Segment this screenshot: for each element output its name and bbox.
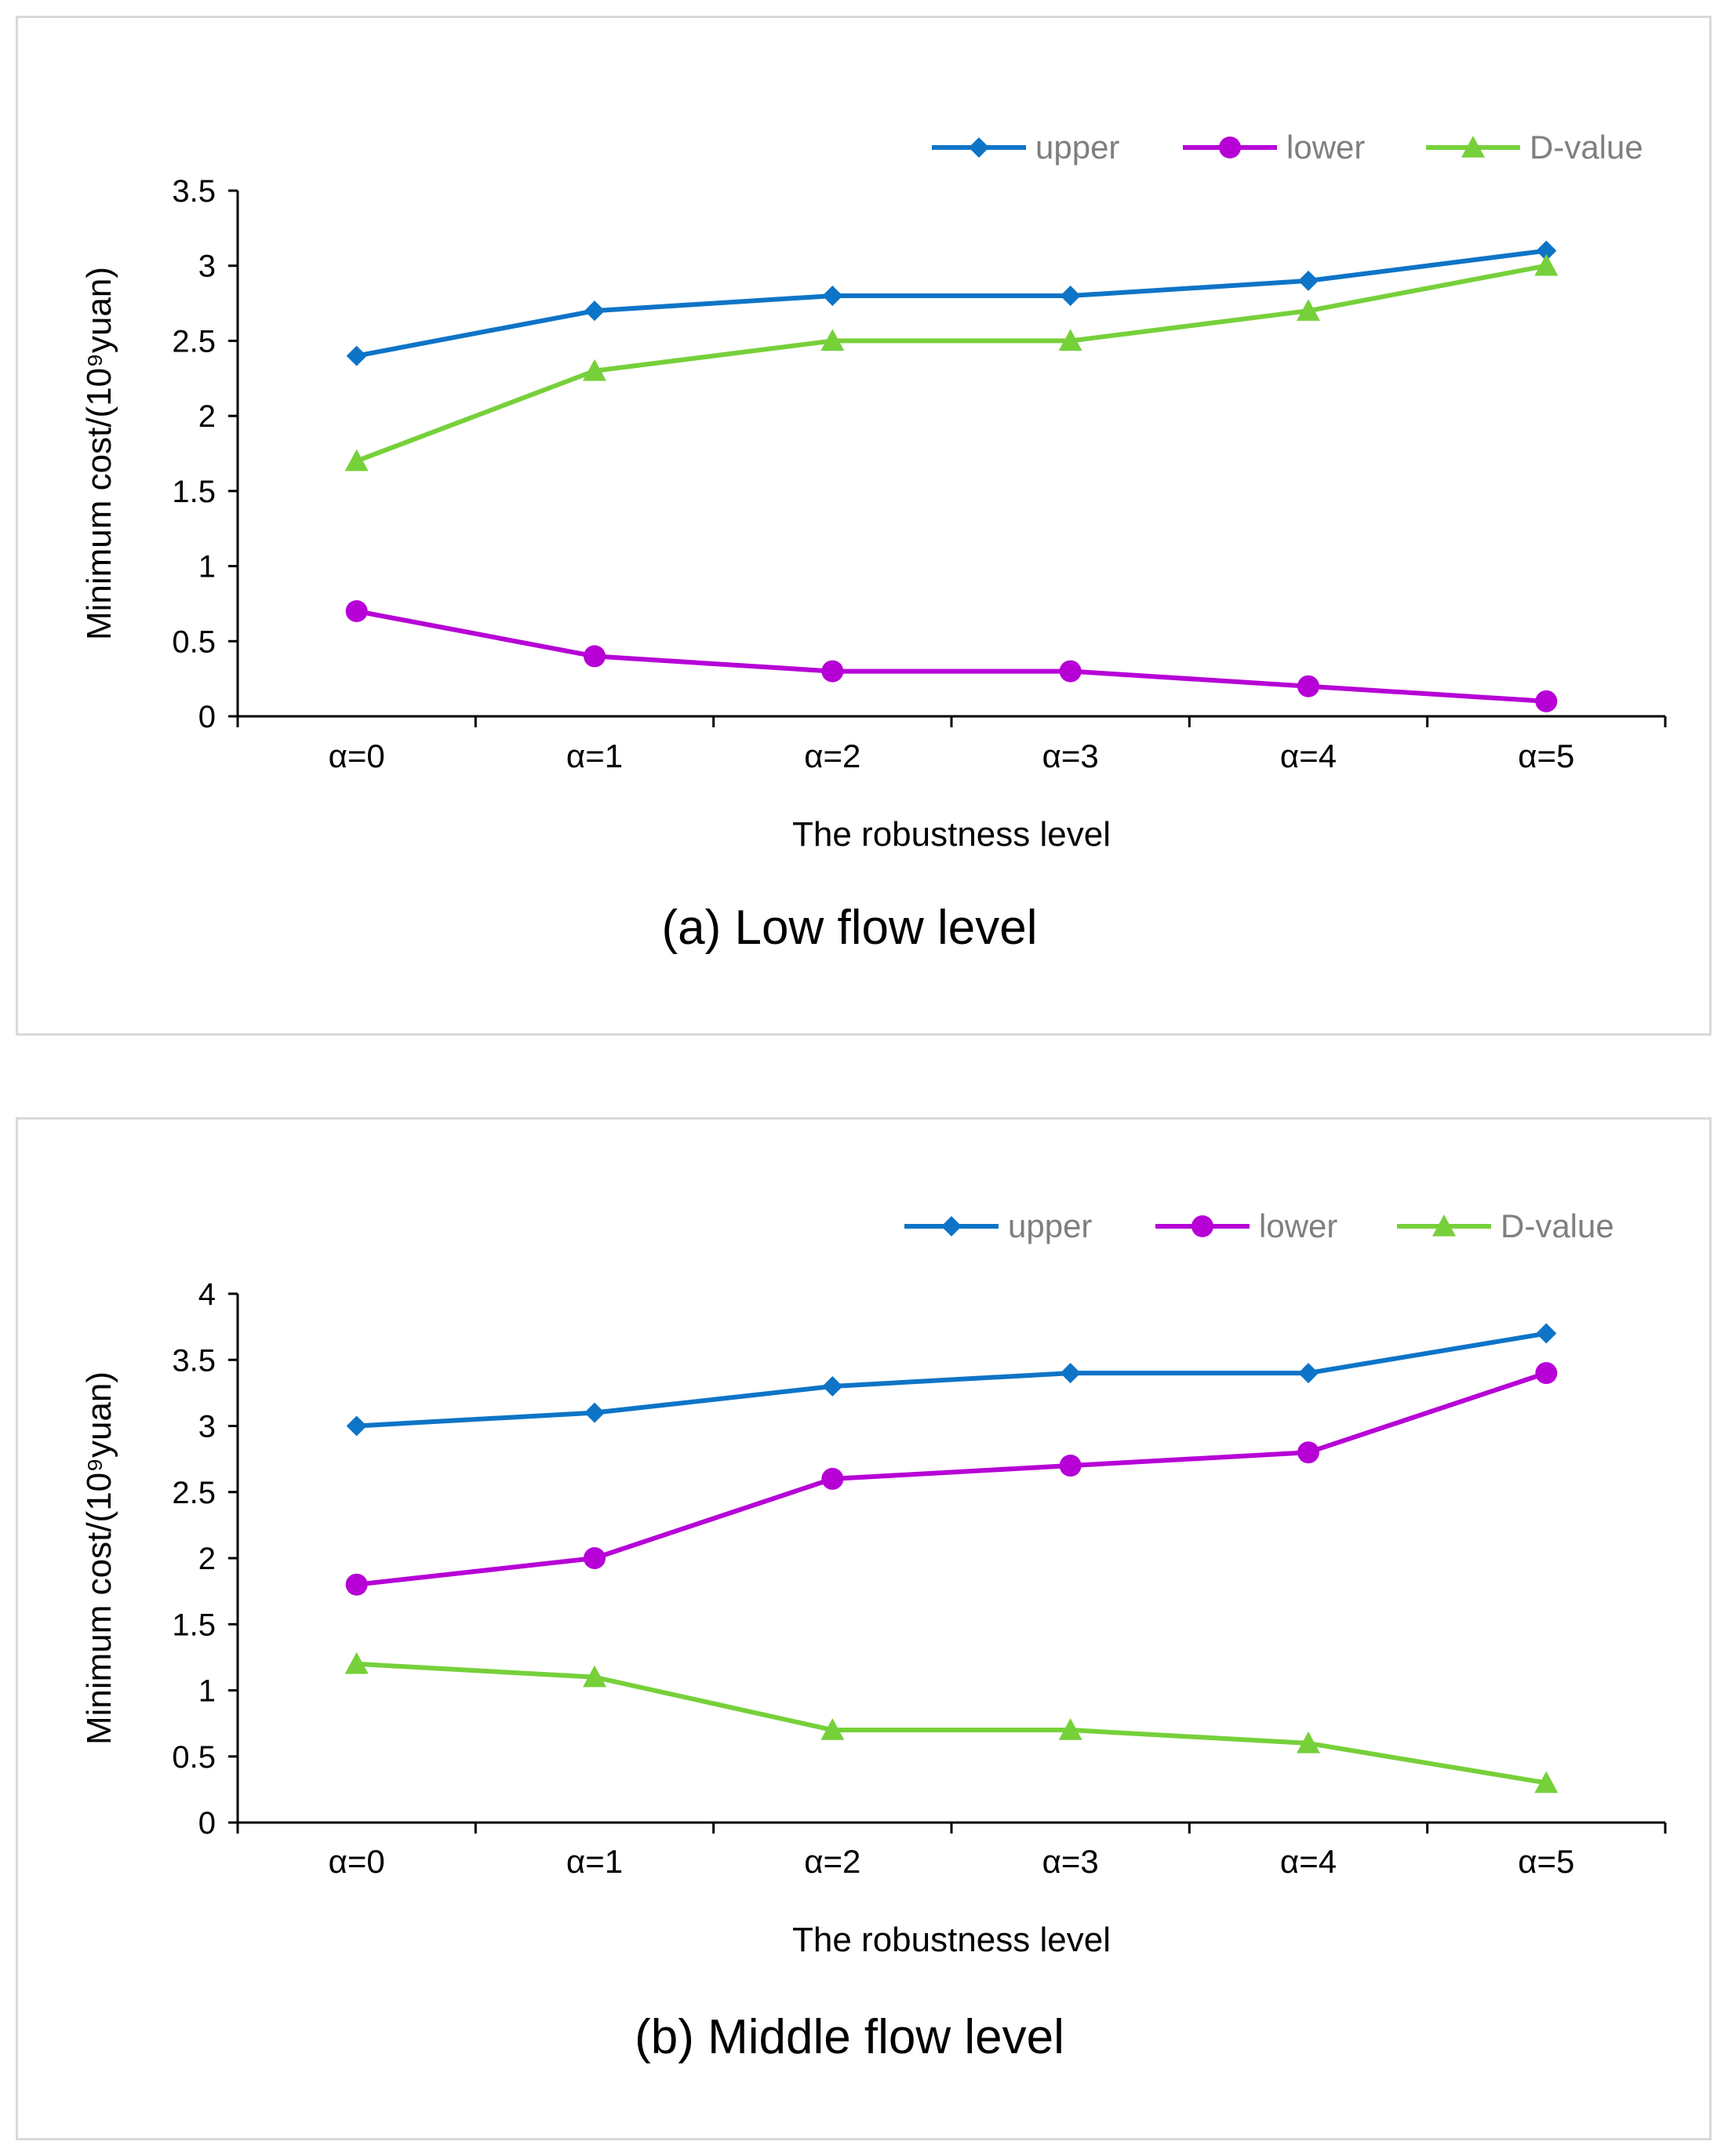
- data-point-lower: [821, 1467, 844, 1490]
- legend-marker-icon: [969, 137, 989, 158]
- data-point-d-value: [583, 359, 606, 381]
- x-tick-label: α=0: [329, 737, 385, 774]
- series-line-lower: [356, 1371, 1548, 1587]
- legend-marker-icon: [1432, 1215, 1456, 1236]
- y-tick-label: 1: [198, 1674, 216, 1709]
- y-tick-label: 2: [198, 399, 216, 434]
- x-axis-title: The robustness level: [792, 815, 1111, 854]
- chart-middle-flow: 0 0.5 1 1.5 2 2.5 3 3.5 4 α=0 α=1 α=2 α=3 α=4 α=5 The r…: [80, 1207, 1667, 2064]
- legend-label: D-value: [1501, 1207, 1614, 1244]
- y-axis-title: Minimum cost/(10⁹yuan): [80, 1371, 118, 1745]
- y-tick-label: 1.5: [172, 475, 216, 509]
- data-point-lower: [345, 1573, 368, 1596]
- y-tick-label: 3: [198, 249, 216, 284]
- chart-title: (b) Middle flow level: [635, 2010, 1064, 2064]
- data-point-d-value: [1297, 1731, 1320, 1754]
- x-tick-label: α=4: [1280, 737, 1337, 774]
- y-tick-label: 0.5: [172, 1740, 216, 1775]
- x-tick-label: α=2: [804, 1843, 860, 1880]
- data-point-upper: [1298, 1363, 1319, 1384]
- y-tick-label: 3.5: [172, 174, 216, 209]
- data-point-upper: [584, 1402, 605, 1423]
- data-point-lower: [821, 660, 844, 683]
- x-tick-label: α=4: [1280, 1843, 1337, 1880]
- data-point-d-value: [1058, 1718, 1082, 1740]
- series-line-upper: [356, 248, 1547, 359]
- x-tick-label: α=3: [1042, 737, 1099, 774]
- y-tick-label: 4: [198, 1277, 216, 1312]
- data-point-d-value: [583, 1665, 606, 1688]
- series-line-lower: [356, 609, 1547, 704]
- data-point-lower: [1535, 1362, 1558, 1385]
- chart-title: (a) Low flow level: [662, 901, 1038, 955]
- data-point-d-value: [820, 329, 845, 351]
- chart-low-flow: 0 0.5 1 1.5 2 2.5 3 3.5 α=0 α=1 α=2 α=3 α=4 α=5 The ro…: [80, 129, 1667, 955]
- data-point-upper: [822, 1375, 843, 1397]
- y-tick-label: 1.5: [172, 1608, 216, 1642]
- chart-panel-middle-flow: 0 0.5 1 1.5 2 2.5 3 3.5 4 α=0 α=1 α=2 α=3 α=4 α=5 The r…: [16, 1117, 1712, 2140]
- legend-marker-icon: [1191, 1215, 1213, 1237]
- legend-label: lower: [1286, 129, 1365, 166]
- y-tick-label: 2.5: [172, 1476, 216, 1510]
- data-point-d-value: [1058, 329, 1082, 351]
- legend-marker-icon: [941, 1216, 962, 1236]
- y-tick-label: 0.5: [172, 625, 216, 659]
- data-point-upper: [1536, 1323, 1557, 1344]
- y-axis-title: Minimum cost/(10⁹yuan): [80, 267, 118, 640]
- x-tick-label: α=3: [1042, 1843, 1099, 1880]
- y-tick-label: 0: [198, 700, 216, 734]
- x-tick-label: α=5: [1518, 1843, 1574, 1880]
- data-point-lower: [584, 645, 606, 668]
- data-point-lower: [1297, 675, 1319, 697]
- legend-marker-icon: [1219, 137, 1241, 158]
- data-point-d-value: [1534, 253, 1559, 276]
- y-tick-label: 0: [198, 1806, 216, 1841]
- data-point-lower: [584, 1547, 606, 1569]
- x-tick-label: α=1: [566, 737, 623, 774]
- series-line-d-value: [355, 263, 1547, 464]
- series-line-d-value: [356, 1661, 1547, 1786]
- data-point-upper: [346, 1415, 367, 1437]
- x-tick-label: α=0: [329, 1843, 385, 1880]
- x-tick-label: α=5: [1518, 737, 1574, 774]
- legend-label: D-value: [1530, 129, 1643, 166]
- data-point-d-value: [1534, 1771, 1559, 1794]
- y-tick-label: 3: [198, 1410, 216, 1444]
- data-point-upper: [584, 300, 605, 322]
- data-point-upper: [346, 345, 367, 366]
- data-point-lower: [345, 600, 368, 622]
- y-tick-label: 2.5: [172, 324, 216, 359]
- data-point-d-value: [344, 449, 369, 472]
- x-axis-title: The robustness level: [792, 1921, 1111, 1959]
- data-point-lower: [1535, 690, 1558, 712]
- data-point-lower: [1059, 1455, 1082, 1477]
- legend-label: upper: [1035, 129, 1119, 166]
- legend-label: lower: [1259, 1207, 1337, 1244]
- data-point-upper: [1298, 270, 1319, 291]
- y-tick-label: 3.5: [172, 1343, 216, 1378]
- y-tick-label: 2: [198, 1542, 216, 1576]
- data-point-upper: [822, 286, 843, 306]
- data-point-d-value: [1297, 299, 1320, 321]
- data-point-d-value: [344, 1652, 369, 1674]
- data-point-upper: [1536, 240, 1557, 261]
- data-point-d-value: [820, 1718, 845, 1740]
- data-point-lower: [1059, 660, 1082, 683]
- data-point-upper: [1060, 286, 1081, 306]
- data-point-lower: [1297, 1441, 1319, 1464]
- series-line-upper: [356, 1331, 1547, 1429]
- legend-marker-icon: [1461, 136, 1485, 158]
- x-tick-label: α=2: [804, 737, 860, 774]
- x-tick-label: α=1: [566, 1843, 623, 1880]
- chart-panel-low-flow: 0 0.5 1 1.5 2 2.5 3 3.5 α=0 α=1 α=2 α=3 α=4 α=5 The ro…: [16, 16, 1712, 1036]
- data-point-upper: [1060, 1363, 1081, 1384]
- legend-label: upper: [1008, 1207, 1092, 1244]
- y-tick-label: 1: [198, 550, 216, 585]
